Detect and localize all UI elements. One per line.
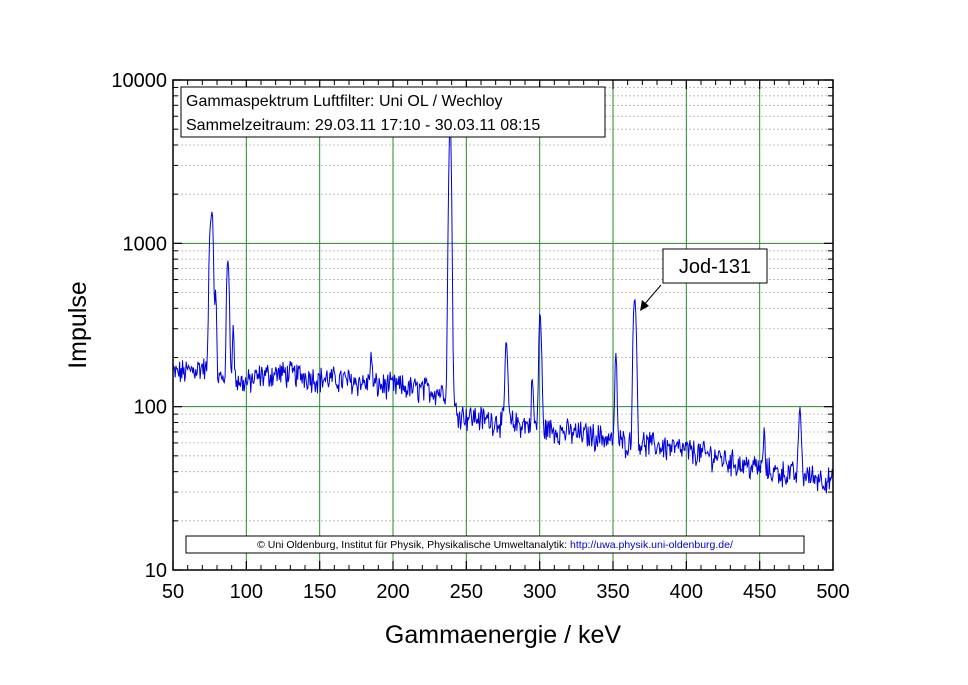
x-tick-label: 50: [162, 581, 184, 603]
x-tick-label: 250: [450, 581, 483, 603]
grid-minor: [173, 87, 833, 522]
x-tick-label: 450: [743, 581, 776, 603]
credit-box: © Uni Oldenburg, Institut für Physik, Ph…: [185, 535, 805, 554]
y-axis-title: Impulse: [64, 281, 92, 369]
x-tick-label: 500: [816, 581, 849, 603]
x-tick-label: 200: [376, 581, 409, 603]
x-tick-label: 100: [230, 581, 263, 603]
plot-frame: [172, 79, 834, 571]
credit-text: © Uni Oldenburg, Institut für Physik, Ph…: [257, 539, 733, 551]
info-box-frame: [180, 86, 606, 138]
x-tick-label: 300: [523, 581, 556, 603]
spectrum-line: [172, 117, 834, 494]
info-line-1: Gammaspektrum Luftfilter: Uni OL / Wechl…: [186, 93, 503, 110]
axis-ticks: [172, 79, 834, 571]
y-tick-label: 1000: [123, 233, 168, 255]
y-tick-labels: 10 100 1000 10000: [111, 70, 167, 582]
jod-131-annotation: Jod-131: [640, 248, 768, 311]
x-tick-label: 150: [303, 581, 336, 603]
credit-plain: © Uni Oldenburg, Institut für Physik, Ph…: [257, 539, 570, 551]
x-tick-labels: 50 100 150 200 250 300 350 400 450 500: [162, 581, 850, 603]
credit-link[interactable]: http://uwa.physik.uni-oldenburg.de/: [570, 539, 733, 551]
info-line-2: Sammelzeitraum: 29.03.11 17:10 - 30.03.1…: [186, 117, 540, 134]
spectrum-series: [172, 117, 834, 494]
x-axis-title: Gammaenergie / keV: [385, 621, 622, 649]
annotation-arrow-line: [642, 284, 662, 307]
x-tick-label: 350: [596, 581, 629, 603]
annotation-box: [662, 248, 768, 284]
credit-box-frame: [185, 535, 805, 554]
info-box: Gammaspektrum Luftfilter: Uni OL / Wechl…: [180, 86, 606, 138]
y-tick-label: 10: [145, 560, 167, 582]
grid-major: [173, 80, 833, 570]
y-tick-label: 100: [134, 397, 167, 419]
x-tick-label: 400: [670, 581, 703, 603]
y-tick-label: 10000: [111, 70, 167, 92]
annotation-label: Jod-131: [679, 256, 751, 278]
annotation-arrowhead: [640, 300, 649, 311]
